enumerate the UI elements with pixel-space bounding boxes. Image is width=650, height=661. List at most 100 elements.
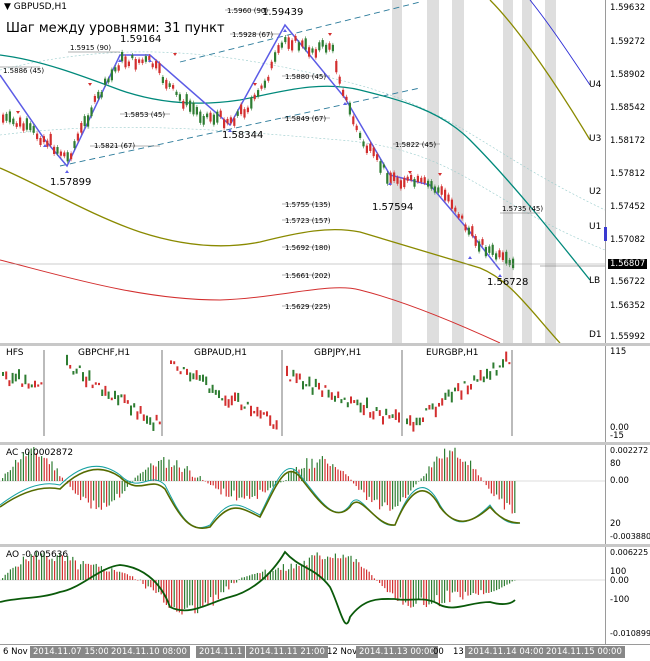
histogram-bar [368,481,370,497]
histogram-bar [4,473,6,481]
pair-candle [218,390,220,399]
panel-separator[interactable] [0,442,650,445]
ac-panel[interactable]: AC -0.0002872 [0,445,605,544]
histogram-bar [100,566,102,580]
pair-candle [173,361,176,365]
zone-label-u4: U4 [589,80,602,90]
histogram-bar [215,481,217,489]
histogram-bar [30,448,32,481]
pair-candle [422,417,424,423]
pair-candle [321,390,324,397]
pair-candle [447,389,450,397]
histogram-bar [514,481,516,514]
chart-menu-icon[interactable]: ▼ [4,2,11,12]
histogram-bar [181,471,183,481]
histogram-bar [82,561,84,580]
histogram-bar [355,559,357,580]
histogram-bar [290,470,292,481]
pair-candle [434,406,437,418]
level-step-note: Шаг между уровнями: 31 пункт [6,21,225,36]
pairs-axis[interactable]: 115 0.00 -15 [605,346,650,442]
panel-separator[interactable] [0,544,650,547]
histogram-bar [353,481,355,484]
pair-candle [334,395,336,402]
axis-tick: 1.57452 [610,202,646,212]
pair-candle [176,366,179,371]
histogram-bar [134,477,136,481]
histogram-bar [116,571,118,580]
histogram-bar [246,481,248,496]
histogram-bar [204,481,206,482]
panel-separator[interactable] [0,343,650,346]
histogram-bar [210,580,212,598]
histogram-bar [106,571,108,580]
histogram-bar [366,481,368,500]
pair-candle [337,391,340,399]
pair-candle [82,372,84,382]
pair-candle [305,384,308,387]
histogram-bar [397,580,399,601]
ac-signal-teal [0,465,521,528]
pair-candle [356,399,359,406]
histogram-bar [243,577,245,580]
axis-tick: -0.010899 [610,629,650,638]
main-price-axis[interactable]: 1.59632 1.59272 1.58902 1.58542 1.58172 … [604,0,650,343]
pair-candle [104,385,107,396]
histogram-bar [405,580,407,603]
histogram-bar [228,580,230,590]
histogram-bar [38,559,40,580]
pair-candle [8,380,11,387]
zone-label-u1: U1 [589,222,602,232]
pair-candle [482,376,485,383]
histogram-bar [290,563,292,580]
histogram-bar [493,481,495,497]
histogram-bar [423,580,425,606]
ma-red [0,259,501,343]
main-chart-panel[interactable]: ▼ GBPUSD,H1 Шаг между уровнями: 31 пункт… [0,0,605,343]
price-label: 1.5849 (67) [285,115,327,123]
histogram-bar [514,580,516,581]
histogram-bar [446,580,448,591]
histogram-bar [28,561,30,580]
ac-axis[interactable]: 0.002272 80 0.00 20 -0.003880 [605,445,650,544]
pair-candle [311,387,314,395]
pair-candle [438,402,440,407]
pair-candle [146,415,148,424]
pair-candle [126,400,129,404]
histogram-bar [87,481,89,503]
histogram-bar [264,481,266,493]
histogram-bar [402,481,404,498]
pair-candle [237,392,240,402]
pair-candle [69,364,72,369]
histogram-bar [22,452,24,481]
time-label: 00 [433,647,444,657]
histogram-bar [20,459,22,481]
time-axis[interactable]: 6 Nov 2014.11.07 15:00 2014.11.10 08:00 … [0,644,650,661]
pair-candle [391,414,394,418]
pair-candle [18,369,20,380]
pair-candle [133,403,136,408]
histogram-bar [225,580,227,587]
histogram-bar [38,456,40,481]
histogram-bar [236,580,238,583]
histogram-bar [415,580,417,604]
histogram-bar [145,580,147,589]
pair-candle [110,397,113,401]
scroll-marker[interactable] [604,227,607,241]
ao-panel[interactable]: AO -0.005636 [0,547,605,644]
histogram-bar [386,481,388,506]
pair-candle [409,415,412,426]
histogram-bar [165,580,167,605]
price-label: 1.56728 [487,277,529,288]
histogram-bar [90,481,92,509]
histogram-bar [124,481,126,492]
histogram-bar [126,574,128,580]
pair-candle [366,397,368,409]
histogram-bar [43,457,45,481]
histogram-bar [249,481,251,499]
pairs-panel[interactable]: HFS GBPCHF,H1 GBPAUD,H1 GBPJPY,H1 EURGBP… [0,346,605,442]
histogram-bar [147,467,149,481]
histogram-bar [366,569,368,580]
ao-axis[interactable]: 0.006225 100 0.00 -100 -0.010899 [605,547,650,644]
histogram-bar [51,558,53,580]
